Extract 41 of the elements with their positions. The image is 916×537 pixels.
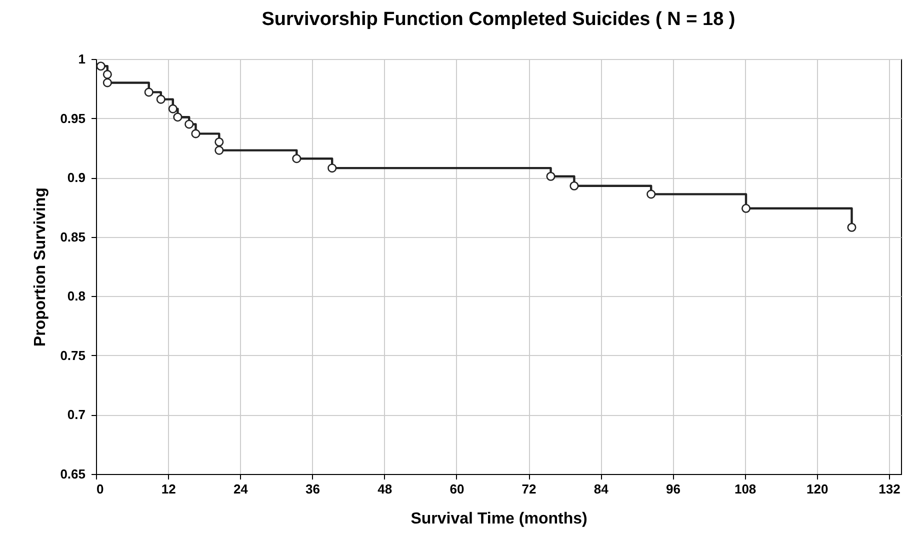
chart-title: Survivorship Function Completed Suicides ( N = 18 ) — [262, 9, 736, 30]
y-tick-label: 0.65 — [60, 466, 86, 482]
x-tick-label: 108 — [734, 482, 756, 496]
point — [168, 104, 178, 114]
point — [173, 112, 182, 122]
y-tick-label: 0.85 — [60, 229, 86, 244]
x-axis-title: Survival Time (months) — [410, 510, 588, 528]
x-tick-label: 48 — [378, 482, 392, 496]
point — [292, 154, 302, 164]
point — [156, 94, 166, 104]
point — [96, 62, 106, 71]
point — [546, 172, 556, 181]
point — [102, 78, 112, 88]
point — [214, 137, 224, 147]
point — [741, 204, 751, 213]
point — [847, 222, 856, 232]
x-tick-label: 96 — [666, 482, 680, 496]
y-tick-label: 0.7 — [67, 407, 86, 422]
x-tick-label: 84 — [594, 482, 610, 496]
point — [102, 70, 112, 79]
x-tick-label: 12 — [161, 482, 176, 496]
x-tick-label: 72 — [522, 482, 536, 496]
point — [214, 146, 224, 155]
point — [646, 190, 656, 199]
y-tick-label: 0.8 — [67, 288, 86, 304]
point — [184, 120, 194, 129]
x-tick-label: 120 — [806, 482, 828, 496]
x-tick-label: 24 — [233, 482, 249, 496]
x-tick-label: 36 — [306, 482, 320, 496]
x-tick-label: 0 — [96, 482, 104, 496]
x-tick-label: 132 — [878, 482, 900, 496]
point — [570, 181, 579, 190]
y-tick-label: 0.75 — [60, 348, 86, 363]
y-tick-label: 0.95 — [60, 110, 86, 126]
point — [191, 129, 200, 138]
point — [328, 164, 337, 173]
y-tick-label: 0.9 — [67, 170, 86, 186]
point — [144, 88, 154, 97]
y-tick-label: 1 — [78, 52, 86, 66]
x-tick-label: 60 — [450, 482, 464, 496]
y-axis-title: Proportion Surviving — [32, 187, 50, 347]
